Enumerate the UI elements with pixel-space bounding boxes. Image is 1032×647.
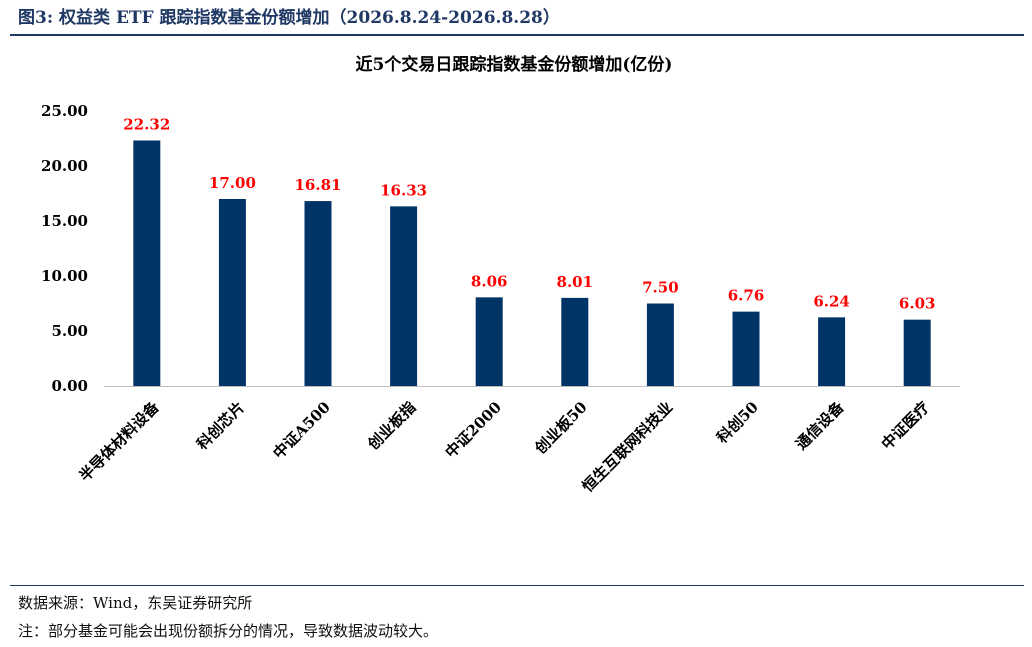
data-label: 8.06 <box>471 272 508 290</box>
data-label: 6.24 <box>813 292 850 310</box>
bar <box>561 297 589 386</box>
y-tick-label: 10.00 <box>41 267 88 285</box>
category-label: 通信设备 <box>792 397 848 453</box>
category-label: 恒生互联网科技业 <box>579 398 677 496</box>
category-label: 中证A500 <box>270 398 334 462</box>
chart-title: 近5个交易日跟踪指数基金份额增加(亿份) <box>356 54 673 75</box>
data-label: 16.81 <box>295 176 342 194</box>
bar-chart: 近5个交易日跟踪指数基金份额增加(亿份) 0.00 5.00 10.00 15.00 2… <box>41 54 960 496</box>
y-axis: 0.00 5.00 10.00 15.00 20.00 25.00 <box>41 102 88 395</box>
y-tick-label: 5.00 <box>51 322 88 340</box>
category-label: 半导体材料设备 <box>76 397 164 485</box>
category-label: 科创50 <box>713 398 762 447</box>
category-label: 创业板指 <box>364 398 420 454</box>
data-label: 16.33 <box>380 181 427 199</box>
figure-title: 图3: 权益类 ETF 跟踪指数基金份额增加（2026.8.24-2026.8.… <box>18 8 560 28</box>
y-tick-label: 25.00 <box>41 102 88 120</box>
bar <box>390 206 418 386</box>
x-axis: 半导体材料设备 科创芯片 中证A500 创业板指 中证2000 创业板50恒生互联网科技业… <box>76 397 933 495</box>
bar <box>903 319 931 386</box>
data-label: 6.03 <box>899 295 936 313</box>
y-tick-label: 15.00 <box>41 212 88 230</box>
category-label: 科创芯片 <box>193 398 248 453</box>
category-label: 中证医疗 <box>878 398 933 453</box>
footer-rule <box>10 585 1024 586</box>
footnote: 注：部分基金可能会出现份额拆分的情况，导致数据波动较大。 <box>18 622 439 640</box>
data-label: 7.50 <box>642 279 679 297</box>
bar <box>218 199 246 386</box>
y-tick-label: 0.00 <box>51 377 88 395</box>
data-label: 17.00 <box>209 174 256 192</box>
category-label: 中证2000 <box>442 398 505 461</box>
data-label: 6.76 <box>728 287 765 305</box>
bar <box>818 317 846 386</box>
bar <box>475 297 503 386</box>
category-label: 创业板50 <box>531 398 591 458</box>
data-label: 22.32 <box>123 115 170 133</box>
source-note: 数据来源：Wind，东吴证券研究所 <box>18 594 253 612</box>
bar <box>646 303 674 386</box>
bars <box>133 140 931 386</box>
bar <box>304 201 332 386</box>
bar <box>133 140 161 386</box>
bar <box>732 311 760 386</box>
data-labels: 22.32 17.00 16.81 16.33 8.06 8.01 7.50 6.76 6.24… <box>123 115 935 312</box>
y-tick-label: 20.00 <box>41 157 88 175</box>
data-label: 8.01 <box>557 273 594 291</box>
title-rule <box>10 34 1024 36</box>
